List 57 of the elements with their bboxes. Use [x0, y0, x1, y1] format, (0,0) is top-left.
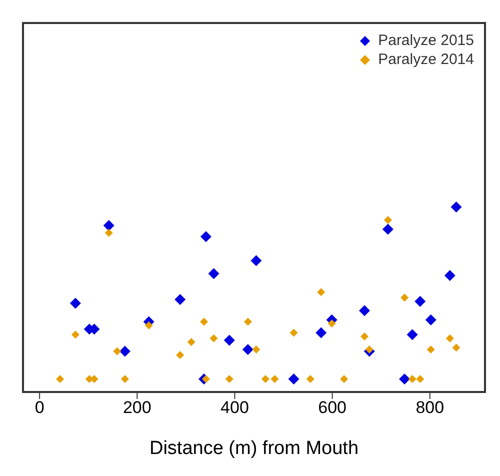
point	[382, 224, 394, 235]
x-tick-label: 600	[318, 398, 346, 418]
point	[416, 375, 424, 384]
point	[426, 345, 435, 354]
point	[208, 268, 220, 280]
point	[365, 345, 374, 354]
point	[56, 375, 64, 384]
point	[176, 351, 184, 359]
point	[290, 328, 298, 337]
point	[261, 375, 270, 384]
point	[400, 294, 409, 302]
point	[359, 305, 370, 316]
point	[187, 338, 196, 346]
point	[340, 375, 348, 384]
point	[328, 320, 336, 328]
point	[200, 318, 208, 326]
point	[71, 330, 80, 339]
point	[250, 255, 262, 266]
legend-label: Paralyze 2015	[378, 32, 474, 49]
point	[360, 332, 369, 340]
point	[270, 375, 279, 384]
point	[210, 334, 218, 342]
point	[306, 375, 314, 384]
x-tick-label: 800	[416, 398, 444, 418]
point	[384, 216, 392, 224]
point	[252, 345, 260, 354]
point	[316, 327, 327, 338]
point	[414, 296, 426, 307]
point	[244, 318, 252, 326]
point	[103, 220, 114, 231]
point	[399, 374, 410, 385]
legend-label: Paralyze 2014	[378, 51, 474, 68]
x-tick-label: 400	[220, 398, 249, 418]
point	[113, 347, 122, 356]
point	[225, 375, 234, 384]
x-tick-label: 200	[122, 398, 152, 418]
point	[120, 375, 129, 384]
point	[408, 375, 416, 384]
point	[144, 321, 153, 330]
point	[288, 374, 300, 385]
point	[446, 334, 454, 342]
point	[104, 228, 113, 237]
point	[224, 334, 235, 346]
point	[425, 314, 436, 326]
point	[202, 375, 210, 384]
point	[242, 344, 254, 355]
point	[450, 202, 462, 212]
x-axis-title: Distance (m) from Mouth	[149, 438, 359, 459]
x-tick-label: 0	[34, 398, 44, 418]
point	[444, 270, 456, 281]
point	[317, 288, 326, 296]
point	[70, 298, 81, 309]
point	[119, 346, 130, 357]
point	[200, 231, 212, 242]
point	[406, 329, 418, 340]
point	[174, 294, 186, 305]
point	[452, 344, 460, 352]
